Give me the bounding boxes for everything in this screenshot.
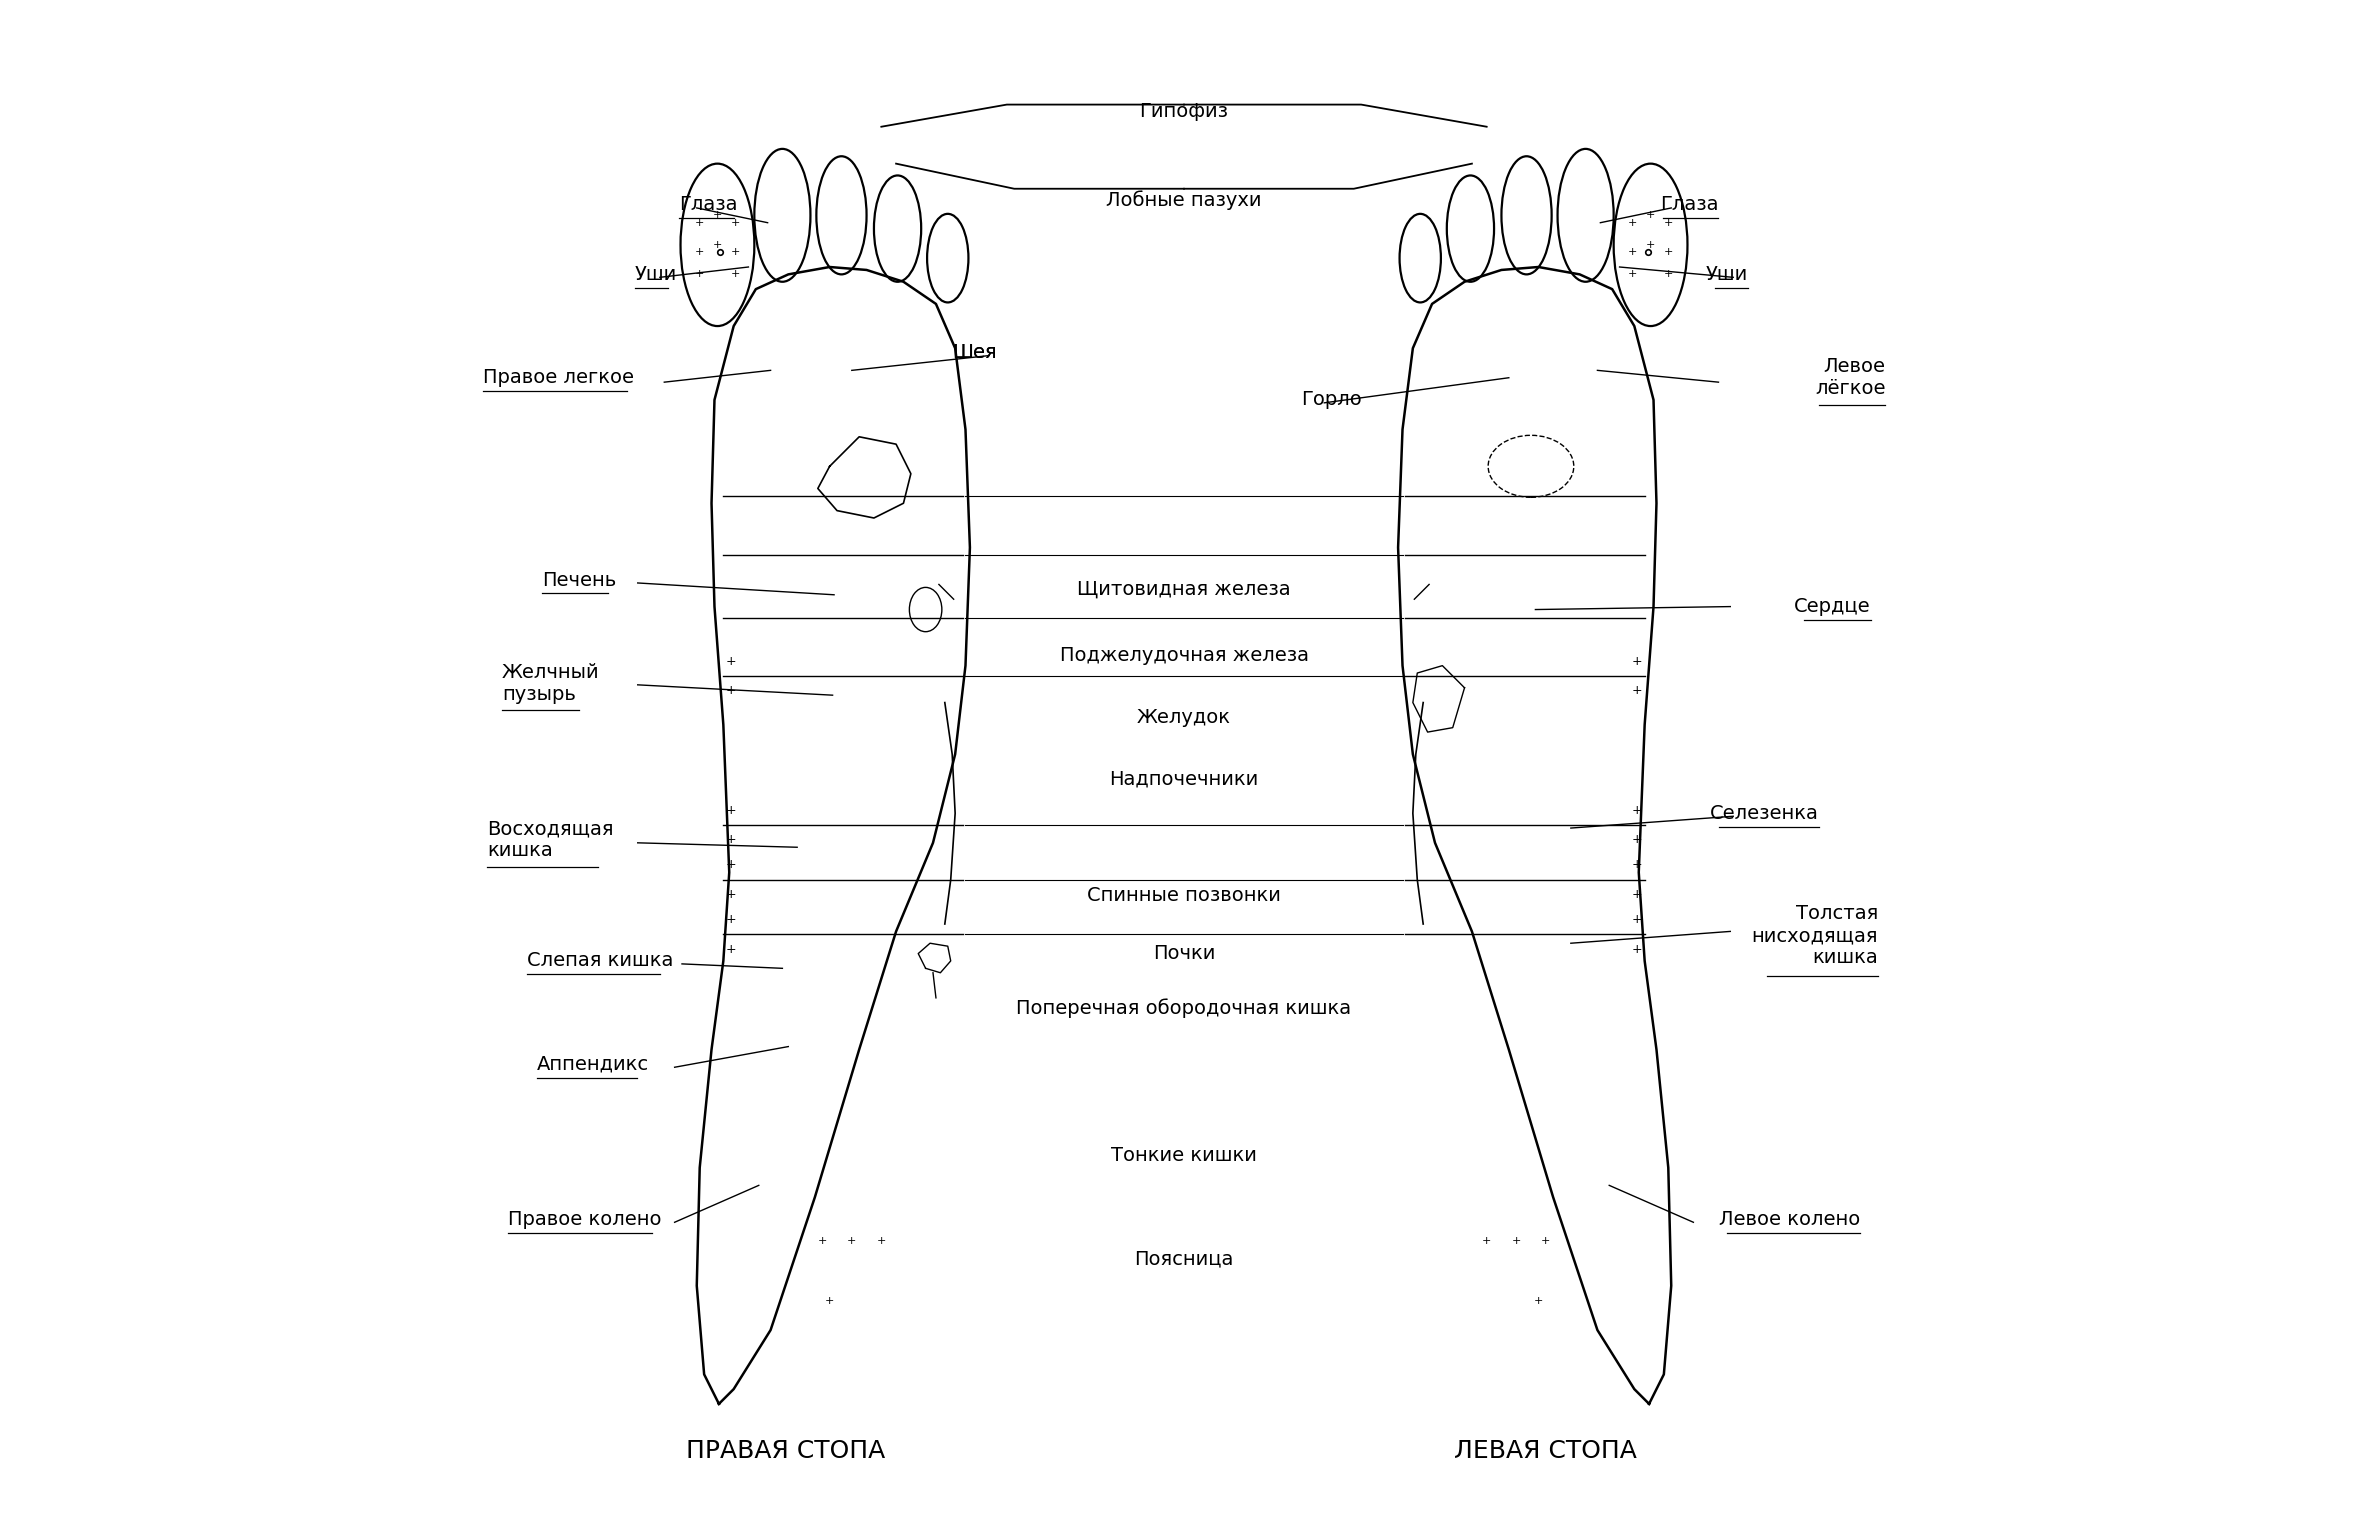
Text: Шея: Шея bbox=[952, 343, 997, 361]
Text: +: + bbox=[1632, 684, 1643, 697]
Text: +: + bbox=[713, 211, 722, 220]
Text: Восходящая
кишка: Восходящая кишка bbox=[488, 820, 613, 860]
Text: Левое
лёгкое: Левое лёгкое bbox=[1814, 357, 1885, 398]
Text: Глаза: Глаза bbox=[680, 195, 736, 214]
Text: +: + bbox=[725, 858, 736, 872]
Text: +: + bbox=[1665, 218, 1672, 228]
Text: Тонкие кишки: Тонкие кишки bbox=[1111, 1146, 1257, 1166]
Text: +: + bbox=[696, 269, 703, 280]
Text: Гипофиз: Гипофиз bbox=[1139, 103, 1229, 122]
Text: +: + bbox=[725, 887, 736, 901]
Text: +: + bbox=[1629, 248, 1639, 257]
Text: Поясница: Поясница bbox=[1134, 1250, 1234, 1269]
Text: +: + bbox=[1482, 1237, 1492, 1246]
Text: +: + bbox=[725, 914, 736, 926]
Text: +: + bbox=[1646, 240, 1655, 249]
Text: Печень: Печень bbox=[542, 571, 616, 589]
Text: Правое легкое: Правое легкое bbox=[483, 368, 635, 388]
Text: +: + bbox=[725, 804, 736, 817]
Text: +: + bbox=[876, 1237, 886, 1246]
Text: Левое колено: Левое колено bbox=[1719, 1210, 1861, 1229]
Text: +: + bbox=[725, 834, 736, 846]
Text: +: + bbox=[1542, 1237, 1551, 1246]
Text: Горло: Горло bbox=[1302, 391, 1362, 409]
Text: Желчный
пузырь: Желчный пузырь bbox=[502, 663, 599, 704]
Text: Лобные пазухи: Лобные пазухи bbox=[1106, 191, 1262, 211]
Text: +: + bbox=[1632, 858, 1643, 872]
Text: +: + bbox=[824, 1295, 834, 1306]
Text: +: + bbox=[1632, 804, 1643, 817]
Text: +: + bbox=[817, 1237, 826, 1246]
Text: +: + bbox=[696, 248, 703, 257]
Text: +: + bbox=[725, 943, 736, 955]
Text: Поперечная обородочная кишка: Поперечная обородочная кишка bbox=[1016, 998, 1352, 1018]
Text: +: + bbox=[725, 655, 736, 667]
Text: Спинные позвонки: Спинные позвонки bbox=[1087, 886, 1281, 906]
Text: +: + bbox=[1534, 1295, 1544, 1306]
Text: +: + bbox=[713, 240, 722, 249]
Text: Почки: Почки bbox=[1153, 944, 1215, 963]
Text: Желудок: Желудок bbox=[1137, 707, 1231, 727]
Text: Сердце: Сердце bbox=[1795, 597, 1871, 617]
Text: +: + bbox=[1632, 943, 1643, 955]
Text: Толстая
нисходящая
кишка: Толстая нисходящая кишка bbox=[1752, 904, 1878, 967]
Text: Глаза: Глаза bbox=[1660, 195, 1719, 214]
Text: Щитовидная железа: Щитовидная железа bbox=[1077, 580, 1291, 598]
Text: Надпочечники: Надпочечники bbox=[1108, 771, 1260, 789]
Text: Уши: Уши bbox=[1705, 265, 1748, 285]
Text: +: + bbox=[1511, 1237, 1520, 1246]
Text: +: + bbox=[848, 1237, 857, 1246]
Text: Поджелудочная железа: Поджелудочная железа bbox=[1058, 646, 1310, 664]
Text: Слепая кишка: Слепая кишка bbox=[528, 952, 673, 970]
Text: +: + bbox=[696, 218, 703, 228]
Text: +: + bbox=[1629, 269, 1639, 280]
Text: +: + bbox=[725, 684, 736, 697]
Text: +: + bbox=[1646, 211, 1655, 220]
Text: +: + bbox=[729, 248, 739, 257]
Text: ЛЕВАЯ СТОПА: ЛЕВАЯ СТОПА bbox=[1454, 1440, 1636, 1463]
Text: +: + bbox=[729, 269, 739, 280]
Text: Уши: Уши bbox=[635, 265, 677, 285]
Text: +: + bbox=[1629, 218, 1639, 228]
Text: +: + bbox=[729, 218, 739, 228]
Text: ПРАВАЯ СТОПА: ПРАВАЯ СТОПА bbox=[687, 1440, 886, 1463]
Text: +: + bbox=[1632, 834, 1643, 846]
Text: +: + bbox=[1665, 248, 1672, 257]
Text: Селезенка: Селезенка bbox=[1710, 804, 1819, 823]
Text: +: + bbox=[1632, 887, 1643, 901]
Text: Шея: Шея bbox=[952, 343, 997, 361]
Text: Правое колено: Правое колено bbox=[507, 1210, 661, 1229]
Text: Аппендикс: Аппендикс bbox=[538, 1055, 649, 1074]
Text: +: + bbox=[1632, 914, 1643, 926]
Text: +: + bbox=[1632, 655, 1643, 667]
Text: +: + bbox=[1665, 269, 1672, 280]
